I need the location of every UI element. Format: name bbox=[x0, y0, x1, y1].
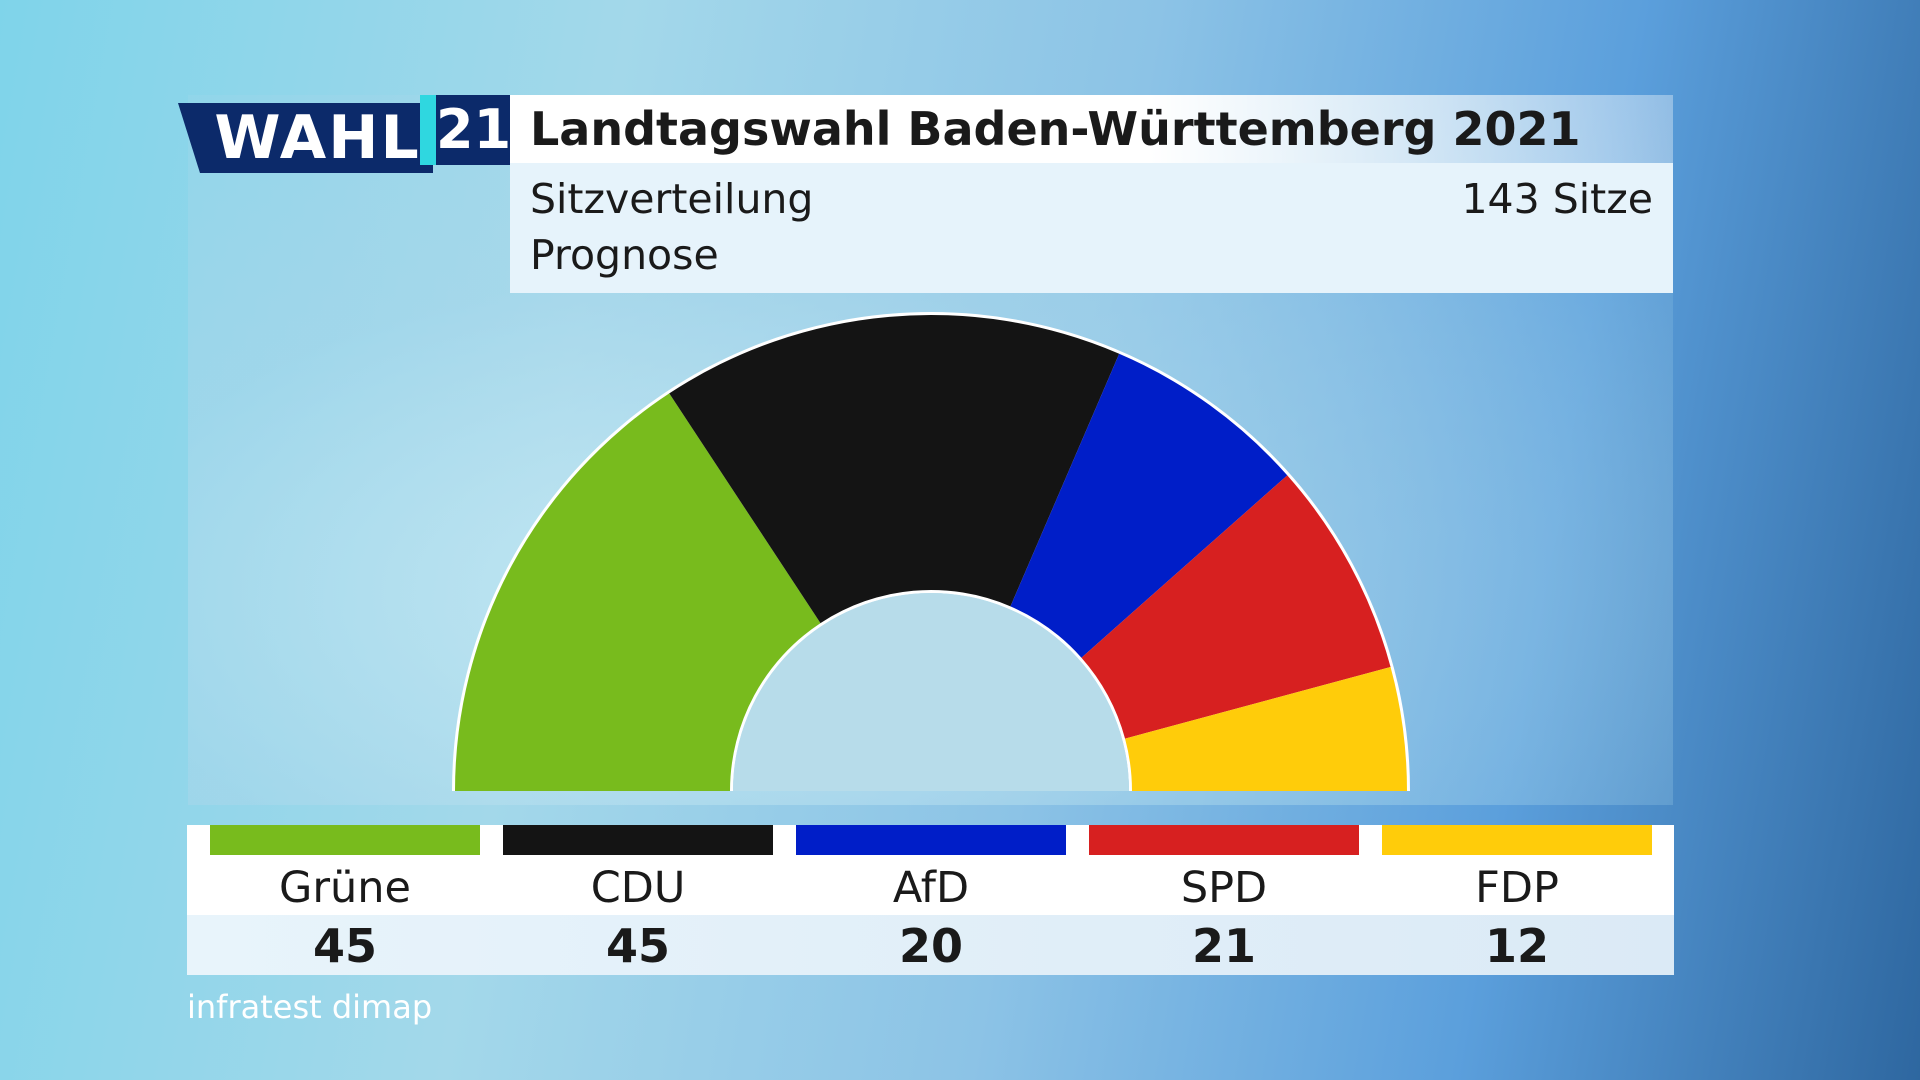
legend-party-name: FDP bbox=[1475, 863, 1559, 913]
legend-seat-count: 45 bbox=[312, 919, 377, 973]
seat-wedge-fdp bbox=[1125, 666, 1407, 791]
chart-center-hole bbox=[733, 593, 1129, 791]
legend-swatch-cdu bbox=[503, 825, 773, 855]
legend-party-name: CDU bbox=[590, 863, 686, 913]
seat-wedge-cdu bbox=[669, 315, 1120, 624]
seat-wedge-gr-ne bbox=[455, 393, 821, 791]
legend-swatch-afd bbox=[796, 825, 1066, 855]
seat-distribution-chart bbox=[455, 315, 1407, 791]
legend-seat-count: 45 bbox=[605, 919, 670, 973]
legend-values-row bbox=[187, 915, 1674, 975]
legend-party-name: AfD bbox=[892, 863, 970, 913]
chart-subtitle-prognosis: Prognose bbox=[530, 231, 719, 279]
chart-subtitle: Sitzverteilung bbox=[530, 175, 814, 223]
legend-party-name: SPD bbox=[1180, 863, 1268, 913]
subtitle-bar: Sitzverteilung Prognose 143 Sitze bbox=[510, 163, 1673, 293]
logo-year: 21 bbox=[436, 95, 511, 165]
legend-seat-count: 20 bbox=[898, 919, 963, 973]
source-label: infratest dimap bbox=[187, 988, 433, 1026]
seats-total-label: 143 Sitze bbox=[1461, 175, 1653, 223]
chart-title: Landtagswahl Baden-Württemberg 2021 bbox=[530, 102, 1581, 156]
legend-swatch-gr-ne bbox=[210, 825, 480, 855]
title-bar: Landtagswahl Baden-Württemberg 2021 bbox=[510, 95, 1673, 163]
legend-party-name: Grüne bbox=[279, 863, 411, 913]
seat-wedge-afd bbox=[1010, 353, 1288, 658]
legend-seat-count: 12 bbox=[1484, 919, 1549, 973]
legend-seat-count: 21 bbox=[1191, 919, 1256, 973]
seat-wedge-spd bbox=[1081, 475, 1391, 739]
legend: Grüne 45 CDU 45 AfD 20 SPD 21 FDP 12 bbox=[187, 825, 1674, 975]
logo-wahl-text: WAHL bbox=[178, 103, 433, 173]
legend-swatch-spd bbox=[1089, 825, 1359, 855]
legend-swatch-fdp bbox=[1382, 825, 1652, 855]
